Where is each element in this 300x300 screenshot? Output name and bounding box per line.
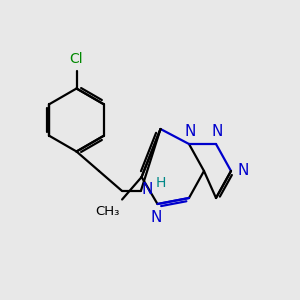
Text: N: N bbox=[150, 210, 162, 225]
Text: N: N bbox=[238, 163, 249, 178]
Text: N: N bbox=[185, 124, 196, 139]
Text: Cl: Cl bbox=[70, 52, 83, 66]
Text: N: N bbox=[142, 182, 153, 197]
Text: H: H bbox=[156, 176, 166, 190]
Text: N: N bbox=[212, 124, 223, 139]
Text: CH₃: CH₃ bbox=[95, 205, 120, 218]
